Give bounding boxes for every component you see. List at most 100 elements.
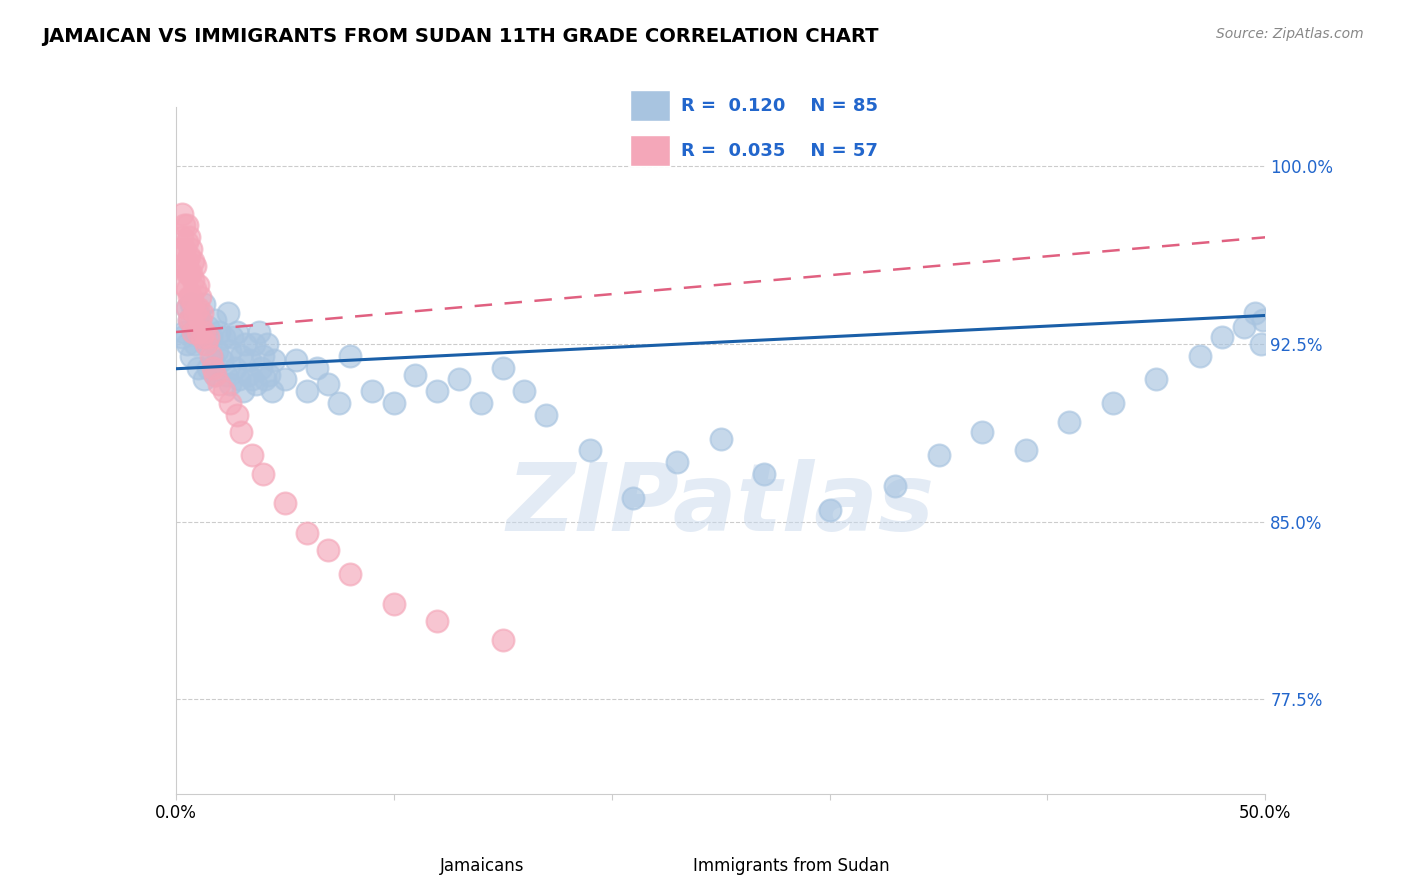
Point [177,313,200,327]
Point [219,377,242,392]
Point [191,330,214,344]
Point [173,242,195,256]
Text: ZIPatlas: ZIPatlas [506,459,935,551]
Point [176,301,198,316]
Point [172,330,194,344]
Point [318,377,340,392]
Point [193,372,215,386]
Point [274,495,297,509]
Point [176,254,198,268]
Point [201,360,224,375]
Point [710,432,733,446]
Point [173,277,195,292]
Point [177,266,200,280]
Point [200,330,222,344]
Point [274,372,297,386]
Point [1232,320,1256,334]
Point [260,384,283,399]
Point [212,330,235,344]
Point [818,502,841,516]
Point [208,325,231,339]
Point [205,343,228,358]
Point [215,368,238,382]
Point [219,343,242,358]
Point [666,455,689,469]
Point [405,368,427,382]
Point [186,301,209,316]
Text: Jamaicans: Jamaicans [440,857,524,875]
Point [195,337,218,351]
Point [236,368,259,382]
Point [186,306,209,320]
Text: Immigrants from Sudan: Immigrants from Sudan [693,857,890,875]
Point [184,259,207,273]
Point [252,349,274,363]
Point [176,219,198,233]
Point [970,425,993,439]
Point [195,337,218,351]
Point [180,266,202,280]
Point [382,396,405,410]
Point [239,353,262,368]
Point [426,614,449,628]
Point [1057,415,1080,429]
Point [249,360,271,375]
Point [186,325,209,339]
Point [180,242,202,256]
Point [211,353,233,368]
Point [176,235,198,249]
Point [172,259,194,273]
Point [188,313,211,327]
Point [235,337,257,351]
Point [197,330,219,344]
Point [184,306,207,320]
Point [204,313,226,327]
Text: R =  0.120    N = 85: R = 0.120 N = 85 [681,96,877,114]
Point [224,360,246,375]
Bar [630,136,669,166]
Point [295,384,318,399]
Point [231,349,253,363]
Point [295,526,318,541]
Point [186,360,209,375]
Point [426,384,449,399]
Point [284,353,307,368]
Point [339,349,361,363]
Point [256,337,278,351]
Point [176,301,198,316]
Point [1102,396,1125,410]
Point [534,408,557,422]
Point [188,289,211,303]
Point [339,566,361,581]
Point [200,349,222,363]
Point [204,368,226,382]
Point [180,349,202,363]
Point [197,320,219,334]
Point [181,325,204,339]
Point [447,372,470,386]
Point [197,360,219,375]
Point [1243,306,1265,320]
Point [212,384,235,399]
Point [186,277,209,292]
Point [208,377,231,392]
Point [180,296,202,310]
Point [176,266,198,280]
Point [1015,443,1038,458]
Text: R =  0.035    N = 57: R = 0.035 N = 57 [681,142,877,160]
Point [193,296,215,310]
Point [193,325,215,339]
Point [928,448,950,462]
Point [579,443,602,458]
Point [172,206,194,220]
Point [173,325,195,339]
Point [259,368,281,382]
Point [243,337,266,351]
Point [217,306,239,320]
Point [169,242,191,256]
Point [184,282,207,296]
Point [177,313,200,327]
Point [204,368,226,382]
Point [318,543,340,558]
Point [177,230,200,244]
